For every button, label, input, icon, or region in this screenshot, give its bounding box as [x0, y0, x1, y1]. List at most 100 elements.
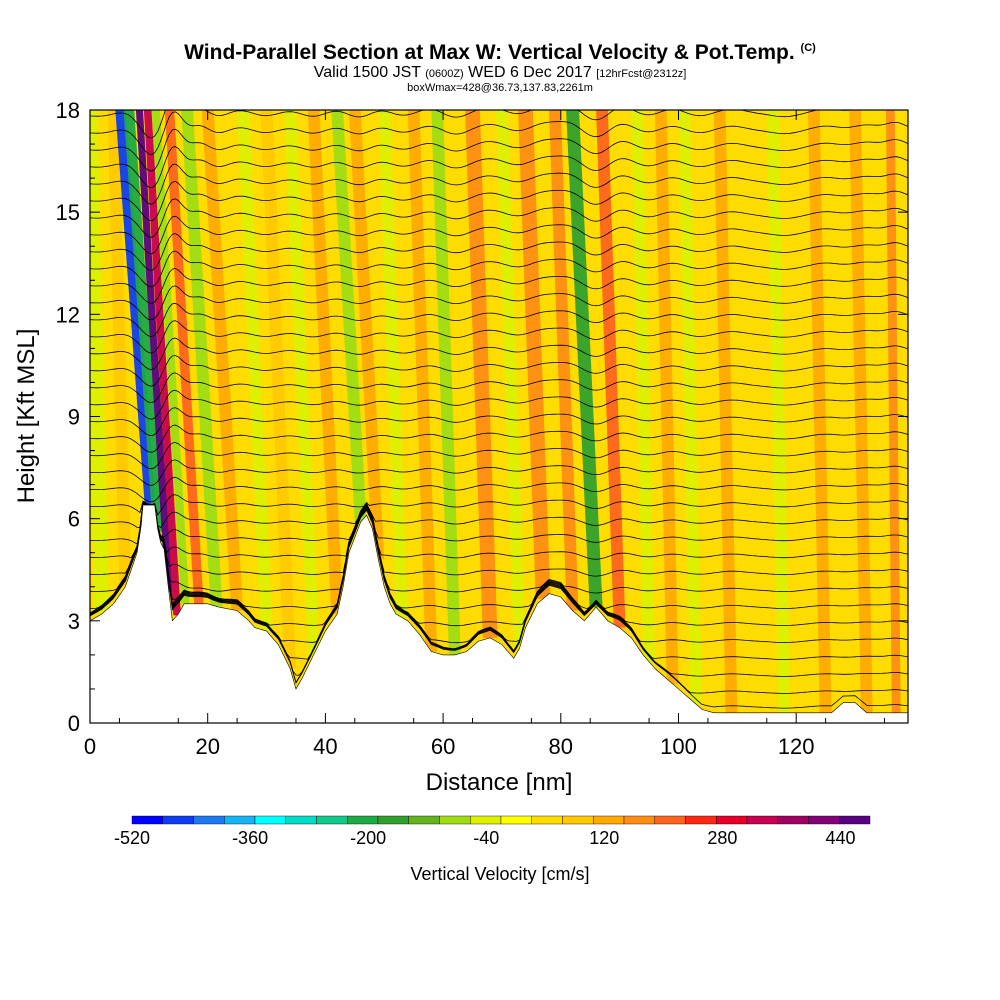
valid-date-text: WED 6 Dec 2017: [468, 64, 592, 81]
theta-contour: [90, 500, 908, 545]
vertical-velocity-band: [284, 110, 320, 655]
theta-contour: [90, 267, 908, 304]
vertical-velocity-band: [654, 110, 679, 684]
colorbar-swatch: [562, 815, 594, 825]
terrain-mask: [90, 504, 908, 723]
vertical-velocity-band: [549, 110, 579, 611]
y-tick-label: 6: [68, 507, 80, 532]
colorbar-swatch: [408, 815, 440, 825]
theta-contour: [90, 146, 908, 189]
vertical-velocity-band: [201, 110, 244, 611]
valid-time-text: Valid 1500 JST: [313, 64, 421, 81]
y-tick-label: 3: [68, 609, 80, 634]
chart-subtitle: Valid 1500 JST (0600Z) WED 6 Dec 2017 [1…: [0, 65, 1000, 82]
y-tick-label: 12: [56, 302, 80, 327]
vertical-velocity-band: [331, 110, 367, 523]
colorbar-swatch: [316, 815, 348, 825]
x-tick-label: 80: [549, 734, 573, 759]
chart-title-text: Wind-Parallel Section at Max W: Vertical…: [184, 41, 795, 64]
theta-contour: [90, 503, 908, 660]
vertical-velocity-band: [260, 110, 296, 669]
vertical-velocity-band: [123, 110, 164, 532]
x-tick-label: 100: [660, 734, 697, 759]
colorbar-swatch: [162, 815, 194, 825]
x-tick-label: 40: [313, 734, 337, 759]
y-tick-label: 18: [56, 98, 80, 123]
theta-contour: [90, 500, 908, 529]
theta-contour: [90, 372, 908, 404]
vertical-velocity-band: [237, 110, 273, 632]
chart-title: Wind-Parallel Section at Max W: Vertical…: [0, 36, 1000, 65]
vertical-velocity-band: [496, 110, 526, 649]
colorbar-swatch: [439, 815, 471, 825]
theta-contour: [90, 494, 908, 516]
vertical-velocity-band: [596, 110, 626, 628]
theta-contour: [90, 503, 908, 694]
theta-contour: [90, 110, 854, 139]
colorbar-label: Vertical Velocity [cm/s]: [410, 864, 589, 884]
colorbar-swatch: [470, 815, 502, 825]
colorbar-tick-label: 440: [825, 828, 855, 848]
vertical-velocity-band: [807, 110, 832, 713]
forecast-info-text: [12hrFcst@2312z]: [596, 68, 687, 80]
colorbar-swatch: [285, 815, 317, 825]
vertical-velocity-band: [566, 110, 603, 608]
vertical-velocity-band: [431, 110, 461, 655]
copyright-mark: (C): [800, 42, 816, 54]
vertical-velocity-band: [465, 110, 498, 638]
y-tick-label: 15: [56, 200, 80, 225]
theta-contour: [90, 503, 908, 677]
x-tick-label: 20: [195, 734, 219, 759]
terrain-shape: [90, 504, 908, 723]
vertical-velocity-band: [90, 110, 110, 615]
theta-contour: [90, 233, 908, 271]
vertical-velocity-band: [518, 110, 551, 599]
colorbar-tick-label: 120: [589, 828, 619, 848]
colorbar-swatch: [347, 815, 379, 825]
vertical-velocity-band: [407, 110, 438, 652]
colorbar-swatch: [500, 815, 532, 825]
theta-contour: [90, 320, 908, 354]
colorbar: -520 -360 -200 -40 120 280 440: [114, 815, 871, 848]
theta-contour: [90, 501, 908, 577]
x-axis-label: Distance [nm]: [426, 769, 573, 796]
colorbar-swatch: [224, 815, 256, 825]
x-tick-label: 60: [431, 734, 455, 759]
theta-contour: [90, 111, 908, 156]
theta-contour: [90, 302, 908, 337]
pot-temp-contours: [90, 110, 908, 709]
vertical-velocity-band: [135, 110, 173, 592]
vertical-velocity-band: [849, 110, 873, 713]
vertical-velocity-band: [348, 110, 385, 560]
colorbar-swatch: [654, 815, 686, 825]
colorbar-swatch: [623, 815, 655, 825]
theta-contour: [90, 285, 908, 321]
colorbar-tick-label: -200: [350, 828, 386, 848]
colorbar-swatch: [254, 815, 286, 825]
colorbar-swatch: [131, 815, 163, 825]
vertical-velocity-band: [713, 110, 738, 713]
axes: 0 20 40 60 80 100 120 0 3 6 9 12 15 18: [56, 98, 908, 759]
colorbar-swatch: [716, 815, 748, 825]
x-tick-label: 120: [778, 734, 815, 759]
valid-utc-text: (0600Z): [425, 68, 464, 80]
chart-title-block: Wind-Parallel Section at Max W: Vertical…: [0, 36, 1000, 94]
vertical-velocity-band: [307, 110, 344, 615]
vertical-velocity-band: [107, 110, 132, 587]
colorbar-tick-label: 280: [707, 828, 737, 848]
theta-contour: [90, 442, 908, 470]
colorbar-swatch: [746, 815, 778, 825]
colorbar-swatch: [685, 815, 717, 825]
theta-contour: [90, 180, 908, 222]
colorbar-tick-label: -520: [114, 828, 150, 848]
theta-contour: [90, 476, 908, 503]
theta-contour: [90, 407, 908, 437]
theta-contour: [90, 198, 908, 238]
theta-contour: [90, 128, 908, 172]
vertical-velocity-band: [378, 110, 408, 618]
theta-contour: [90, 337, 908, 371]
vertical-velocity-band: [678, 110, 703, 705]
colorbar-swatch: [777, 815, 809, 825]
colorbar-swatch: [531, 815, 563, 825]
